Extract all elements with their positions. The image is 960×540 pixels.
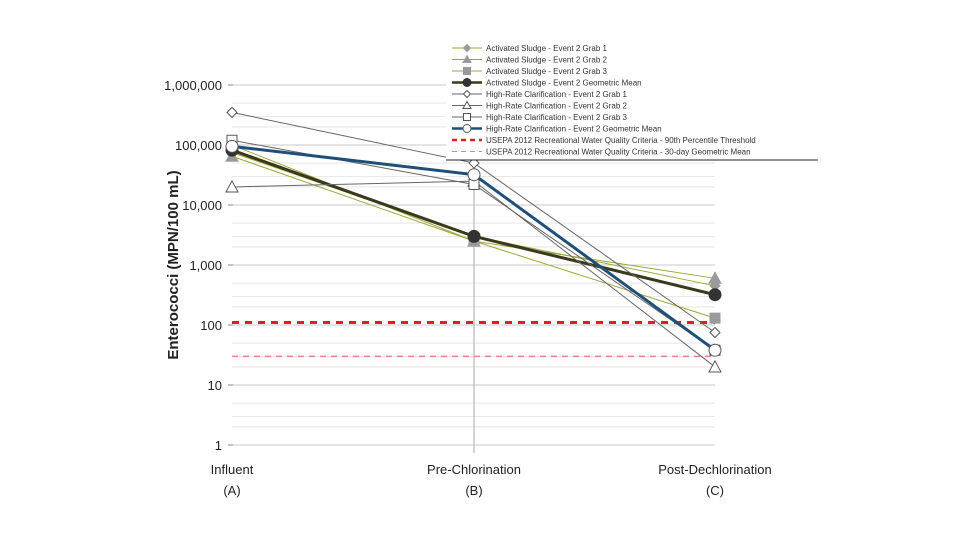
legend-entry: USEPA 2012 Recreational Water Quality Cr…: [452, 136, 756, 145]
data-point: [467, 229, 481, 243]
legend-label: Activated Sludge - Event 2 Grab 3: [486, 67, 608, 76]
legend-label: Activated Sludge - Event 2 Geometric Mea…: [486, 79, 642, 88]
x-axis-categories: Influent (A) Pre-Chlorination (B) Post-Dechl…: [211, 462, 772, 498]
legend-label: Activated Sludge - Event 2 Grab 1: [486, 44, 608, 53]
x-tick-label: Influent: [211, 462, 254, 477]
threshold-lines: [232, 321, 715, 358]
legend-marker: [463, 113, 471, 121]
legend-label: High-Rate Clarification - Event 2 Geomet…: [486, 125, 662, 134]
legend-entry: Activated Sludge - Event 2 Grab 3: [452, 67, 608, 76]
legend-marker: [462, 54, 472, 63]
series-markers: [225, 139, 722, 357]
legend-marker: [462, 89, 472, 99]
legend-entry: Activated Sludge - Event 2 Grab 1: [452, 43, 608, 53]
y-tick-label: 10,000: [182, 198, 222, 213]
y-tick-label: 100,000: [175, 138, 222, 153]
legend-entry: High-Rate Clarification - Event 2 Grab 2: [452, 100, 628, 111]
legend: Activated Sludge - Event 2 Grab 1 Activat…: [446, 40, 818, 161]
data-point: [467, 168, 481, 182]
data-point: [708, 271, 722, 284]
y-tick-label: 1,000: [189, 258, 222, 273]
series-lines: [225, 106, 722, 373]
legend-label: USEPA 2012 Recreational Water Quality Cr…: [486, 136, 756, 145]
legend-entry: Activated Sludge - Event 2 Grab 2: [452, 54, 608, 65]
legend-label: High-Rate Clarification - Event 2 Grab 3: [486, 113, 628, 122]
data-point: [709, 312, 721, 324]
data-point: [225, 179, 239, 193]
legend-entry: High-Rate Clarification - Event 2 Geomet…: [452, 124, 662, 134]
legend-label: High-Rate Clarification - Event 2 Grab 1: [486, 90, 628, 99]
x-tick-code: (C): [706, 483, 724, 498]
legend-marker: [462, 100, 472, 109]
y-tick-label: 1,000,000: [164, 78, 222, 93]
data-point: [709, 326, 721, 339]
data-point: [468, 157, 480, 169]
legend-entry: High-Rate Clarification - Event 2 Grab 1: [452, 89, 628, 99]
data-point: [225, 139, 239, 153]
data-point: [708, 288, 722, 302]
y-tick-label: 1: [215, 438, 222, 453]
legend-label: Activated Sludge - Event 2 Grab 2: [486, 56, 608, 65]
legend-entry: High-Rate Clarification - Event 2 Grab 3: [452, 113, 628, 122]
legend-entry: Activated Sludge - Event 2 Geometric Mea…: [452, 78, 642, 88]
legend-marker: [462, 78, 472, 87]
data-point: [226, 106, 238, 119]
x-tick-label: Post-Dechlorination: [658, 462, 771, 477]
x-tick-code: (A): [223, 483, 240, 498]
x-tick-label: Pre-Chlorination: [427, 462, 521, 477]
legend-label: High-Rate Clarification - Event 2 Grab 2: [486, 102, 628, 111]
y-axis-ticks: 1 10 100 1,000 10,000 100,000 1,000,000: [164, 78, 233, 453]
legend-box: [446, 40, 818, 160]
y-tick-label: 100: [200, 318, 222, 333]
legend-entry: USEPA 2012 Recreational Water Quality Cr…: [452, 148, 751, 157]
legend-marker: [462, 124, 472, 133]
data-point: [708, 343, 722, 357]
legend-marker: [462, 43, 472, 53]
y-tick-label: 10: [208, 378, 222, 393]
y-axis-label: Enterococci (MPN/100 mL): [165, 170, 182, 359]
legend-label: USEPA 2012 Recreational Water Quality Cr…: [486, 148, 751, 157]
data-point: [708, 359, 722, 373]
legend-marker: [463, 67, 471, 75]
series-markers: [226, 106, 721, 339]
x-tick-code: (B): [465, 483, 482, 498]
